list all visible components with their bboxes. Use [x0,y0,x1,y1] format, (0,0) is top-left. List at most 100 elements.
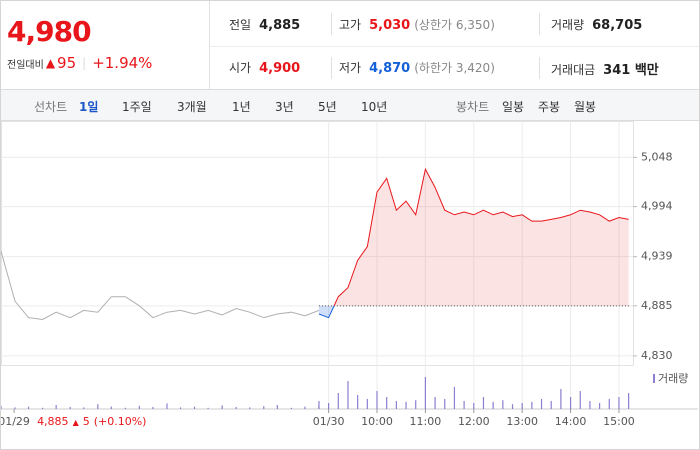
divider [331,57,332,79]
volume-bar [83,407,85,409]
stat: 고가 5,030 (상한가 6,350) [339,16,495,33]
volume-bar [521,403,523,409]
stat-value: 341 백만 [603,63,659,78]
volume-bar [276,405,278,409]
stat-note: (상한가 6,350) [414,18,495,32]
legend-label: 거래량 [658,372,688,385]
volume-bar [405,401,407,409]
stat-label: 고가 [339,18,362,32]
prev-close: 4,885 [37,415,69,428]
candle-tab[interactable]: 월봉 [574,100,597,114]
stat-label: 시가 [229,61,252,75]
prev-close-info: 4,885 ▲ 5 (+0.10%) [37,415,146,428]
candle-tab[interactable]: 주봉 [538,100,561,114]
volume-bar [97,404,99,409]
volume-bar [328,403,330,409]
volume-bar [395,401,397,409]
volume-bar [511,404,514,409]
x-tick-label: 14:00 [555,415,587,428]
volume-bar [618,397,620,409]
price-line [333,167,629,306]
stat-label: 저가 [339,61,362,75]
price-line [1,251,320,320]
volume-bar [138,405,141,409]
volume-bar [599,403,601,409]
volume-bar [415,400,417,409]
period-tab[interactable]: 1일 [79,100,99,114]
x-tick-label: 01/29 [1,415,30,428]
period-tab[interactable]: 5년 [318,100,337,114]
stat-value: 68,705 [592,18,643,33]
volume-bar [235,407,237,409]
stat-value: 4,870 [369,61,411,76]
up-icon: ▲ [45,56,56,70]
tab-bar: 선차트 1일 1주일 3개월 1년 3년 5년 10년 봉차트 일봉 주봉 월봉 [1,89,699,121]
x-tick-label: 10:00 [361,415,393,428]
current-price: 4,980 [7,15,92,48]
volume-bar [376,391,378,409]
stat: 저가 4,870 (하한가 3,420) [339,59,495,76]
stat-note: (하한가 3,420) [414,61,495,75]
x-tick-label: 01/30 [313,415,345,428]
volume-bar [1,405,2,409]
volume-bar [569,397,572,409]
volume-bar [579,391,581,409]
volume-bar [492,401,494,409]
stat-label: 거래량 [551,18,585,32]
plot-frame [1,121,634,366]
y-tick-label: 4,885 [641,299,673,312]
tab-group-label: 봉차트 [456,100,490,114]
volume-bar [304,406,306,409]
volume-bar [444,399,446,409]
volume-bar [434,397,436,409]
up-icon: ▲ [73,418,80,427]
change-pct: +1.94% [92,54,153,72]
area-fill [334,169,629,306]
volume-bar [540,399,543,409]
volume-bar [249,407,251,409]
volume-bar [502,400,504,409]
legend-swatch [653,374,655,383]
stat-label: 거래대금 [551,63,596,77]
volume-bar [608,399,610,409]
divider [539,57,540,79]
change-row: 전일대비 ▲ 95 | +1.94% [7,54,152,72]
volume-bar [482,397,485,409]
volume-bar [337,393,339,409]
volume-bar [366,399,368,409]
chart: 5,048 4,994 4,939 4,885 4,830 01/29 01/30 10:00… [1,121,698,428]
volume-bar [386,397,388,409]
stat-value: 4,885 [259,18,301,33]
separator: | [82,56,87,70]
x-tick-label: 13:00 [506,415,538,428]
volume-bar [560,389,562,409]
volume-bar [110,406,112,409]
volume-bar [473,403,475,409]
prev-change: 5 [83,415,90,428]
volume-bar [628,393,630,409]
divider [209,1,210,89]
volume-bar [531,401,533,409]
period-tab[interactable]: 3년 [275,100,294,114]
volume-bar [166,403,168,409]
change: 95 [57,54,77,72]
period-tab[interactable]: 1년 [232,100,251,114]
divider [539,13,540,35]
volume-bar [318,401,320,409]
stat-label: 전일 [229,18,252,32]
y-tick-label: 5,048 [641,150,673,163]
stat: 거래량 68,705 [551,16,642,33]
volume-bar [69,407,71,409]
stat: 거래대금 341 백만 [551,59,659,78]
y-tick-label: 4,994 [641,200,673,213]
period-tab[interactable]: 1주일 [122,100,152,114]
period-tab[interactable]: 10년 [361,100,388,114]
stat: 전일 4,885 [229,16,300,33]
period-tab[interactable]: 3개월 [177,100,207,114]
candle-tab[interactable]: 일봉 [502,100,525,114]
tab-group-label: 선차트 [34,100,68,114]
volume-bar [124,407,126,409]
divider [331,13,332,35]
volume-bar [179,407,182,409]
